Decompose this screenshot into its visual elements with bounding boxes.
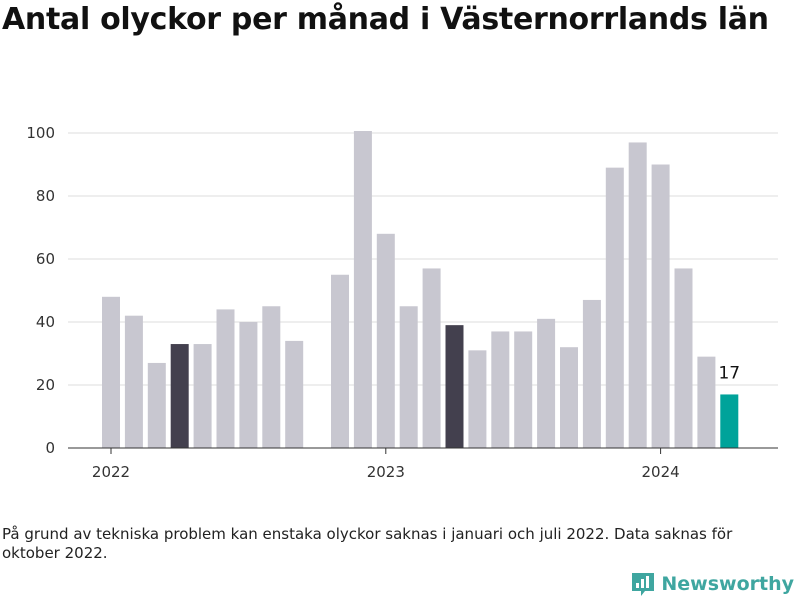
bar [514, 331, 533, 448]
bars [102, 131, 739, 448]
bar [422, 268, 441, 448]
y-tick-label: 40 [36, 313, 55, 331]
bar [537, 318, 556, 448]
bar [216, 309, 235, 448]
y-tick-label: 20 [36, 376, 55, 394]
bar [239, 322, 258, 448]
bar [445, 325, 464, 448]
brand-logo: Newsworthy [631, 570, 794, 598]
bar [147, 362, 166, 448]
bar [376, 233, 395, 448]
bar [582, 299, 601, 448]
bar [605, 167, 624, 448]
bar [331, 274, 349, 448]
x-axis-ticks: 2022 2023 2024 [92, 448, 680, 481]
bar [353, 131, 372, 448]
y-tick-label: 100 [26, 124, 55, 142]
bar [468, 350, 487, 448]
bar-chart-logo-icon [632, 573, 655, 596]
bar [193, 344, 212, 448]
data-labels: 17 [718, 363, 740, 383]
y-tick-label: 80 [36, 187, 55, 205]
bar [285, 340, 304, 448]
x-tick-label: 2024 [642, 463, 680, 481]
y-axis-tick-labels: 0 20 40 60 80 100 [26, 124, 55, 457]
chart-title: Antal olyckor per månad i Västernorrland… [2, 2, 769, 37]
bar [697, 356, 716, 448]
y-tick-label: 0 [45, 439, 55, 457]
bar [124, 315, 143, 448]
bar [262, 306, 281, 448]
brand-name: Newsworthy [661, 573, 794, 595]
x-tick-label: 2023 [367, 463, 405, 481]
data-label: 17 [718, 363, 740, 383]
bar [720, 394, 739, 448]
bar [491, 331, 510, 448]
bar [399, 306, 418, 448]
bar [102, 296, 120, 448]
bar [560, 347, 578, 448]
bar [651, 164, 670, 448]
y-tick-label: 60 [36, 250, 55, 268]
footnote: På grund av tekniska problem kan enstaka… [2, 525, 733, 562]
bar [674, 268, 693, 448]
bar [170, 344, 189, 448]
bar-chart: 0 20 40 60 80 100 2022 2023 2024 17 [26, 124, 778, 481]
x-tick-label: 2022 [92, 463, 130, 481]
bar [628, 142, 647, 448]
